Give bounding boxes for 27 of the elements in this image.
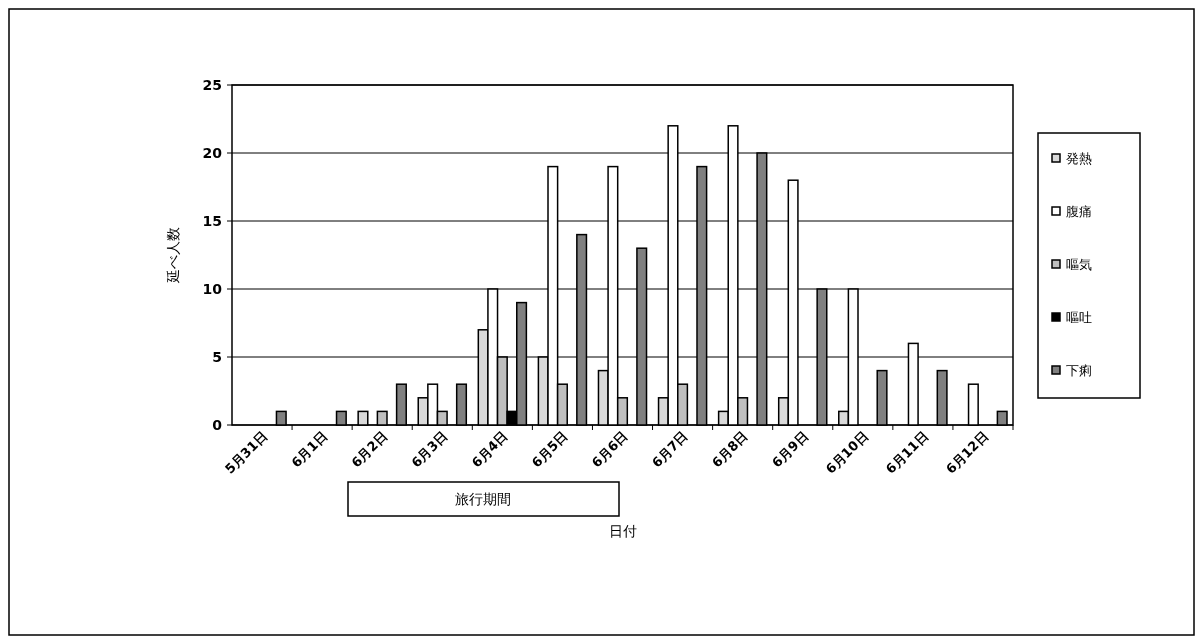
x-tick-label: 6月9日 <box>769 428 811 471</box>
x-tick-label: 6月6日 <box>588 428 631 471</box>
x-tick-label: 6月5日 <box>528 428 571 471</box>
y-tick-label: 10 <box>202 280 223 297</box>
x-tick-label: 6月1日 <box>288 428 331 471</box>
x-tick-label: 6月7日 <box>648 428 691 471</box>
y-tick-label: 0 <box>212 416 223 433</box>
x-tick-label: 6月10日 <box>822 428 871 477</box>
x-tick-label: 6月11日 <box>882 428 932 477</box>
x-tick-label: 5月31日 <box>221 428 271 477</box>
y-tick-label: 15 <box>202 212 222 229</box>
legend-label: 嘔気 <box>1066 256 1092 272</box>
legend-label: 腹痛 <box>1066 203 1092 219</box>
text: 旅行期間 <box>455 490 511 507</box>
x-tick-label: 6月8日 <box>708 428 751 471</box>
x-tick-label: 6月4日 <box>468 428 511 471</box>
legend-label: 嘔吐 <box>1066 309 1092 325</box>
legend-label: 下痢 <box>1066 362 1092 378</box>
x-axis-title: 日付 <box>608 523 637 539</box>
y-axis-title: 延べ人数 <box>165 227 181 284</box>
y-tick-label: 5 <box>212 348 222 365</box>
y-tick-label: 25 <box>202 76 222 93</box>
legend-label: 発熱 <box>1066 150 1092 166</box>
x-tick-label: 6月2日 <box>348 428 391 471</box>
x-tick-label: 6月3日 <box>408 428 451 471</box>
y-tick-label: 20 <box>202 144 223 161</box>
x-tick-label: 6月12日 <box>942 428 992 477</box>
